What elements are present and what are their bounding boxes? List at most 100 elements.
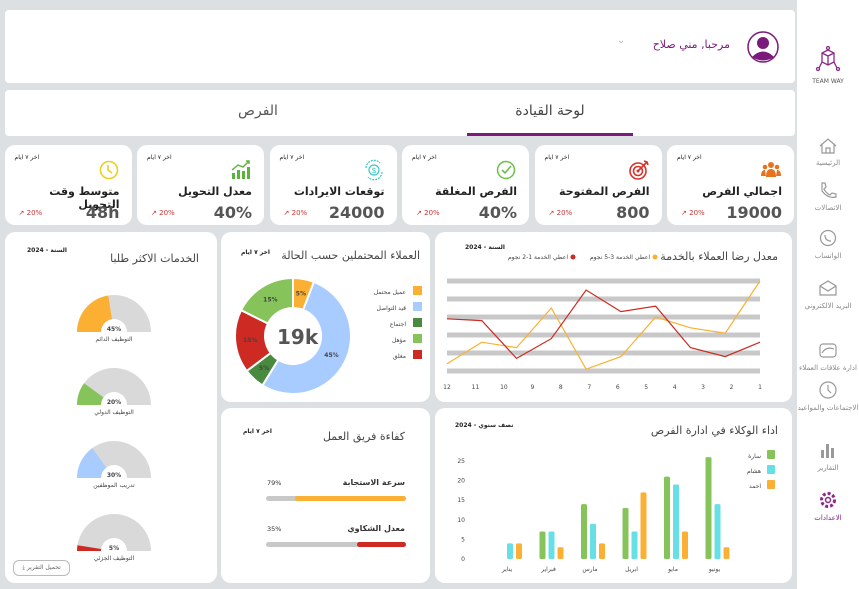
- kpi-value: 48h: [85, 203, 120, 222]
- sidebar-item-home[interactable]: الرئيسية: [797, 135, 859, 168]
- sidebar-item-reports[interactable]: التقارير: [797, 440, 859, 473]
- mail-icon: [819, 280, 837, 296]
- kpi-value: 40%: [478, 203, 517, 222]
- tab-opportunities[interactable]: الفرص: [175, 90, 341, 136]
- kpi-value: 40%: [213, 203, 252, 222]
- bar: [664, 476, 670, 559]
- grid-band: [447, 296, 760, 302]
- legend-label: اعطي الخدمة 3-5 نجوم: [590, 254, 650, 261]
- leads-title: العملاء المحتملين حسب الحالة: [281, 249, 420, 262]
- kpi-title: معدل التحويل: [178, 185, 252, 198]
- kpi-change-value: 20%: [424, 209, 440, 217]
- sidebar-item-label: الاعدادات: [814, 514, 842, 522]
- donut-segment-label: 5%: [296, 291, 306, 298]
- services-card: الخدمات الاكثر طلبا السنة - 2024 45% التو…: [5, 232, 217, 583]
- kpi-change-value: 20%: [159, 209, 175, 217]
- crm-icon: [819, 343, 837, 358]
- grid-band: [447, 350, 760, 356]
- metric-label: معدل الشكاوي: [347, 524, 405, 533]
- bar: [539, 531, 546, 559]
- services-title: الخدمات الاكثر طلبا: [110, 252, 199, 265]
- agents-period: نصف سنوي - 2024: [455, 422, 514, 429]
- x-tick-label: 9: [530, 384, 534, 391]
- legend-dot: [570, 254, 576, 260]
- kpi-change-value: 20%: [556, 209, 573, 217]
- target-icon: [628, 160, 649, 180]
- grid-band: [447, 314, 760, 320]
- x-tick-label: 11: [472, 384, 480, 391]
- tabs-bar: لوحة القيادة الفرص: [5, 90, 795, 136]
- download-label: تحميل التقرير: [26, 564, 61, 571]
- metric-label: سرعة الاستجابة: [342, 478, 405, 487]
- gauge-track: [77, 514, 151, 551]
- kpi-period: اخر ٧ ايام: [14, 154, 40, 161]
- x-tick-label: مارس: [582, 566, 597, 573]
- svg-text:$: $: [371, 166, 376, 175]
- user-greeting[interactable]: مرحبا, مني صلاح: [652, 38, 730, 51]
- gauge-label: التوظيف الدولي: [94, 409, 134, 416]
- sidebar-item-settings[interactable]: الاعدادات: [797, 490, 859, 523]
- sidebar-item-whatsapp[interactable]: الواتساب: [797, 228, 859, 261]
- kpi-period: اخر ٧ ايام: [279, 154, 305, 161]
- metric-value: 79%: [267, 479, 282, 487]
- bar: [516, 543, 522, 559]
- satisfaction-line-chart: 12 11 10 9 8 7 6 5 4 3 2 1 اعطي الخدمة 3-5 نجوم اعطي …: [443, 254, 762, 391]
- gauge-label: تدريب الموظفين: [93, 482, 135, 489]
- sidebar-item-mail[interactable]: البريد الالكتروني: [797, 278, 859, 311]
- gauge-value: 20%: [107, 399, 121, 406]
- chevron-down-icon[interactable]: ⌄: [617, 35, 626, 46]
- x-tick-label: فبراير: [540, 566, 556, 573]
- line-series: [446, 280, 761, 370]
- phone-icon: [821, 182, 837, 198]
- satisfaction-period: السنة - 2024: [465, 244, 505, 251]
- bar: [599, 543, 605, 559]
- sidebar-item-label: الرئيسية: [815, 159, 841, 167]
- x-tick-label: 7: [587, 384, 591, 391]
- sidebar-item-phone[interactable]: الاتصالات: [797, 180, 859, 213]
- trend-up-icon: ↗: [416, 209, 422, 217]
- sidebar-item-label: ادارة علاقات العملاء: [799, 364, 857, 372]
- bar: [714, 504, 721, 559]
- tab-dashboard[interactable]: لوحة القيادة: [467, 90, 633, 136]
- tab-label: لوحة القيادة: [515, 103, 585, 119]
- legend-swatch: [413, 350, 422, 359]
- tab-label: الفرص: [238, 103, 278, 119]
- legend-label: مؤهل: [392, 337, 406, 344]
- avatar[interactable]: [747, 31, 779, 63]
- donut-center-value: 19k: [277, 325, 319, 349]
- sidebar-item-clock[interactable]: الاجتماعات والمواعيد: [797, 380, 859, 413]
- legend-label: سارة: [748, 453, 761, 460]
- kpi-change: ↗ 20%: [19, 209, 43, 217]
- brand-logo[interactable]: TEAM WAY: [797, 45, 859, 86]
- kpi-title: متوسط وقت التحويل: [49, 185, 120, 211]
- leads-period: اخر ٧ ايام: [241, 249, 270, 256]
- clock-icon: [99, 160, 118, 180]
- donut-segment-label: 15%: [243, 337, 257, 344]
- team-title: كفاءة فريق العمل: [322, 430, 405, 443]
- people-icon: [761, 162, 781, 177]
- home-icon: [819, 138, 837, 154]
- legend-swatch: [413, 286, 422, 295]
- kpi-change: ↗ 20%: [151, 209, 175, 217]
- header-bar: مرحبا, مني صلاح ⌄: [5, 10, 795, 83]
- download-report-button[interactable]: ⤓ تحميل التقرير: [13, 560, 70, 576]
- trend-up-icon: ↗: [548, 209, 555, 217]
- y-tick-label: 5: [461, 536, 465, 543]
- x-tick-label: 6: [616, 384, 620, 391]
- sidebar-item-crm[interactable]: ادارة علاقات العملاء: [797, 340, 859, 373]
- legend-swatch: [767, 465, 775, 474]
- kpi-value: 24000: [328, 203, 385, 222]
- x-tick-label: 4: [673, 384, 677, 391]
- kpi-period: اخر ٧ ايام: [677, 154, 702, 161]
- y-tick-label: 15: [457, 497, 465, 504]
- team-period: اخر ٧ ايام: [243, 428, 272, 435]
- kpi-title: الفرص المفتوحة: [559, 185, 650, 198]
- kpi-change-value: 20%: [689, 209, 705, 217]
- bar: [557, 547, 564, 559]
- legend-swatch: [413, 334, 422, 343]
- kpi-card: اخر ٧ ايام الفرص المفتوحة 800 ↗ 20%: [534, 145, 662, 225]
- donut-segment: [261, 280, 352, 395]
- bar: [705, 457, 712, 559]
- legend-swatch: [413, 318, 422, 327]
- kpi-period: اخر ٧ ايام: [147, 154, 172, 161]
